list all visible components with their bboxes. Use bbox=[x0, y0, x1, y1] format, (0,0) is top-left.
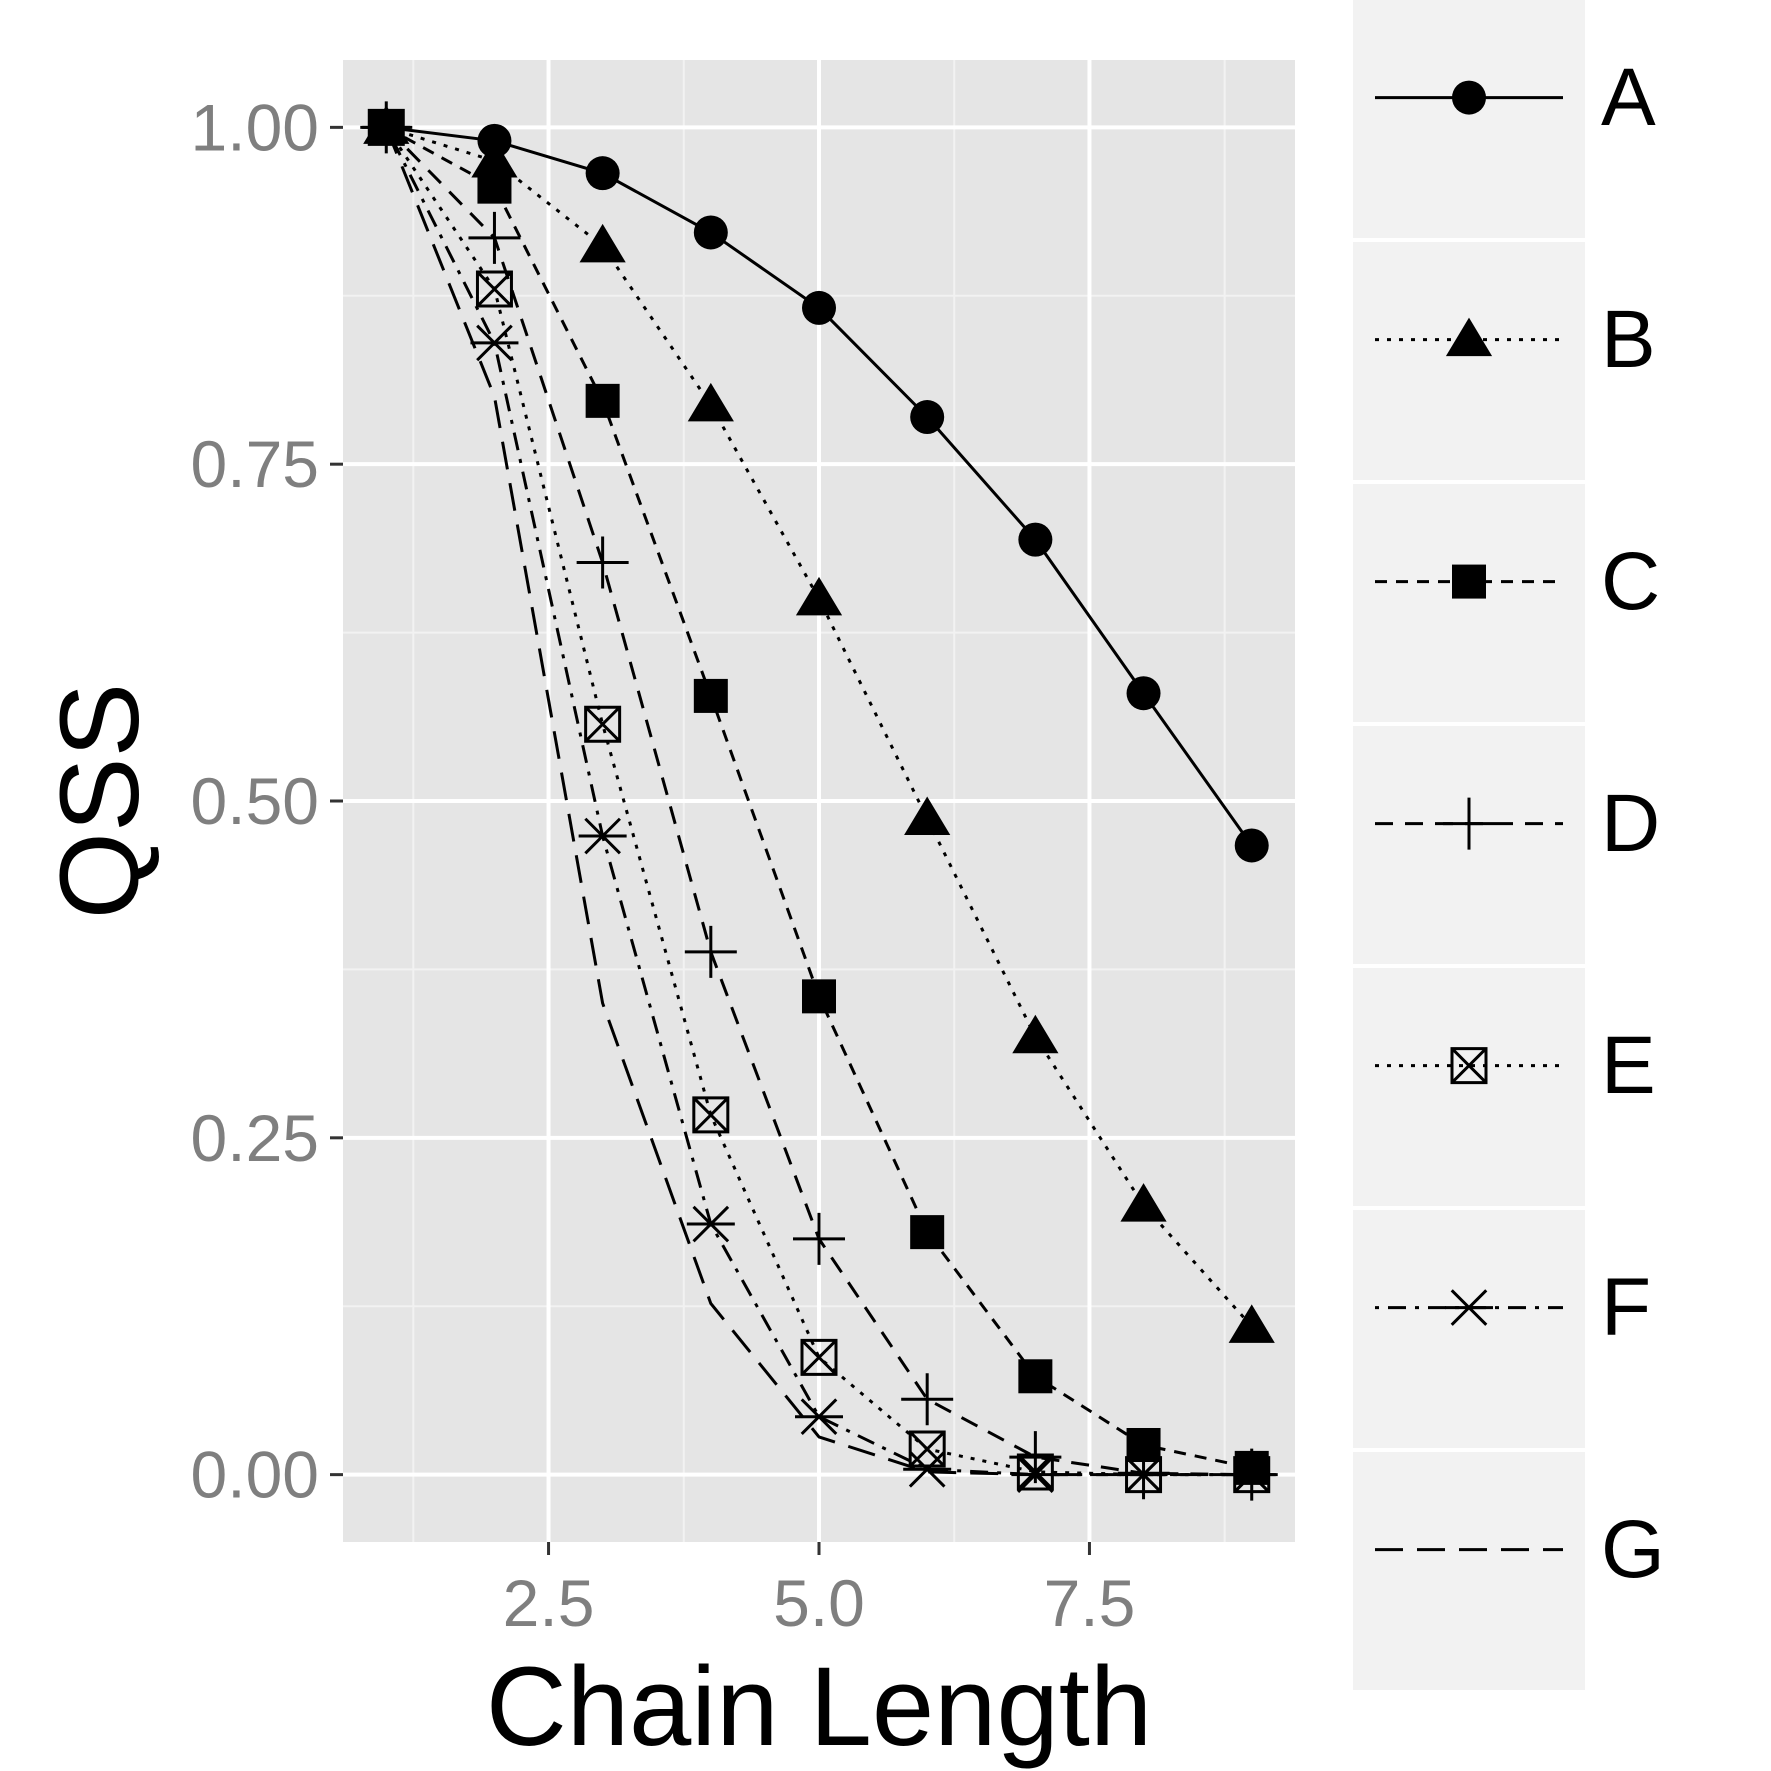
legend-key-bg bbox=[1353, 1210, 1585, 1448]
series-line-B bbox=[385, 125, 1253, 1328]
data-point-A bbox=[1126, 676, 1161, 711]
data-point-B bbox=[579, 223, 626, 263]
legend: A B C D E F G bbox=[1353, 0, 1665, 1690]
legend-label: G bbox=[1601, 1504, 1665, 1595]
legend-key-bg bbox=[1353, 484, 1585, 722]
series-line-G bbox=[384, 126, 1252, 1477]
data-point-C bbox=[802, 979, 836, 1014]
data-point-A bbox=[585, 156, 620, 191]
legend-item-A: A bbox=[1353, 0, 1656, 238]
data-point-D bbox=[468, 211, 521, 264]
y-tick-label: 0.25 bbox=[191, 1101, 319, 1175]
legend-key-marker bbox=[1445, 317, 1493, 357]
legend-key-marker bbox=[1452, 80, 1486, 115]
data-point-F bbox=[903, 1450, 952, 1488]
legend-item-E: E bbox=[1353, 968, 1656, 1206]
x-tick-label: 2.5 bbox=[503, 1566, 595, 1640]
legend-key-marker bbox=[1445, 1289, 1493, 1326]
data-point-B bbox=[687, 382, 734, 422]
legend-label: A bbox=[1601, 52, 1656, 143]
data-point-F bbox=[578, 817, 627, 855]
data-point-B bbox=[1120, 1183, 1167, 1222]
legend-item-D: D bbox=[1353, 726, 1660, 964]
axes-layer: 0.00 0.25 0.50 0.75 1.00 2.5 5.0 7.5 bbox=[191, 90, 1136, 1640]
data-point-E bbox=[475, 270, 513, 308]
data-point-A bbox=[1234, 828, 1269, 863]
data-point-E bbox=[692, 1096, 730, 1134]
data-point-C bbox=[585, 383, 620, 418]
data-point-A bbox=[910, 400, 945, 435]
legend-key-bg bbox=[1353, 1452, 1585, 1690]
legend-item-F: F bbox=[1353, 1210, 1651, 1448]
legend-label: B bbox=[1601, 294, 1656, 385]
data-point-E bbox=[800, 1338, 838, 1376]
data-point-B bbox=[1228, 1304, 1275, 1343]
data-point-D bbox=[793, 1212, 845, 1265]
legend-label: F bbox=[1601, 1262, 1651, 1353]
data-point-A bbox=[1018, 522, 1053, 557]
legend-key-marker bbox=[1443, 797, 1495, 850]
data-point-A bbox=[693, 215, 728, 250]
legend-item-G: G bbox=[1353, 1452, 1665, 1690]
data-point-C bbox=[1018, 1359, 1053, 1394]
data-point-F bbox=[686, 1205, 735, 1243]
legend-key-bg bbox=[1353, 968, 1585, 1206]
data-point-B bbox=[471, 139, 518, 178]
legend-key-marker bbox=[1450, 1047, 1488, 1085]
data-point-E bbox=[584, 705, 622, 743]
series-layer bbox=[360, 101, 1278, 1501]
y-tick-label: 0.00 bbox=[191, 1438, 319, 1512]
data-point-B bbox=[795, 576, 843, 616]
data-point-A bbox=[802, 290, 836, 325]
legend-label: D bbox=[1601, 778, 1660, 869]
data-point-C bbox=[910, 1215, 945, 1250]
legend-item-C: C bbox=[1353, 484, 1660, 722]
data-point-C bbox=[477, 169, 512, 204]
y-tick-label: 0.50 bbox=[191, 764, 319, 838]
y-axis-title: QSS bbox=[37, 683, 162, 920]
legend-key-bg bbox=[1353, 0, 1585, 238]
x-axis-title: Chain Length bbox=[486, 1644, 1152, 1769]
data-point-F bbox=[470, 324, 519, 362]
data-point-B bbox=[1012, 1014, 1059, 1054]
data-point-B bbox=[904, 796, 951, 836]
y-tick-label: 0.75 bbox=[191, 427, 319, 501]
series-E bbox=[367, 108, 1271, 1494]
data-point-D bbox=[576, 536, 629, 589]
data-point-D bbox=[901, 1373, 954, 1426]
data-point-E bbox=[1016, 1453, 1054, 1491]
x-tick-label: 5.0 bbox=[773, 1566, 865, 1640]
legend-label: E bbox=[1601, 1020, 1656, 1111]
y-tick-label: 1.00 bbox=[191, 90, 319, 164]
data-point-E bbox=[908, 1430, 946, 1468]
legend-item-B: B bbox=[1353, 242, 1656, 480]
legend-label: C bbox=[1601, 536, 1660, 627]
series-G bbox=[384, 126, 1252, 1477]
x-tick-label: 7.5 bbox=[1044, 1566, 1136, 1640]
legend-key-bg bbox=[1353, 242, 1585, 480]
data-point-D bbox=[684, 925, 737, 978]
data-point-C bbox=[693, 678, 728, 713]
legend-key-marker bbox=[1452, 564, 1486, 599]
data-point-F bbox=[362, 109, 411, 146]
